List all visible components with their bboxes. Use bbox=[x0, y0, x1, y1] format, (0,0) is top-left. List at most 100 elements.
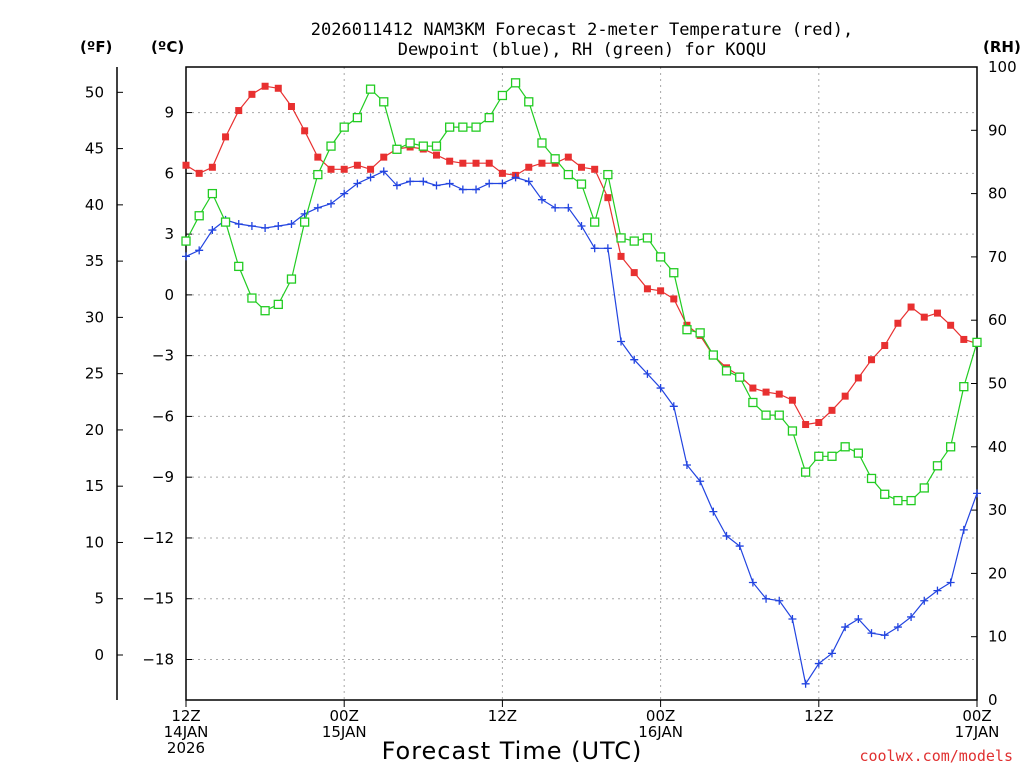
temperature-point bbox=[314, 153, 322, 161]
temperature-point bbox=[235, 107, 243, 115]
x-tick-label: 12Z bbox=[171, 707, 200, 725]
x-tick-label: 14JAN bbox=[164, 723, 209, 741]
relative-humidity-point bbox=[537, 138, 547, 148]
relative-humidity-point bbox=[471, 122, 481, 132]
relative-humidity-point bbox=[932, 461, 943, 471]
relative-humidity-point bbox=[352, 112, 363, 123]
temperature-point bbox=[472, 159, 480, 167]
temperature-point bbox=[327, 165, 335, 173]
relative-humidity-point bbox=[959, 382, 969, 392]
dewpoint-point bbox=[841, 623, 850, 632]
x-tick-label: 15JAN bbox=[322, 723, 367, 741]
relative-humidity-point bbox=[194, 211, 204, 221]
fahrenheit-tick-label: 0 bbox=[94, 646, 104, 664]
relative-humidity-point bbox=[721, 366, 732, 376]
dewpoint-point bbox=[748, 578, 757, 587]
dewpoint-point bbox=[814, 659, 823, 668]
chart-title-line2: Dewpoint (blue), RH (green) for KOQU bbox=[398, 40, 766, 60]
temperature-point bbox=[881, 342, 889, 350]
relative-humidity-point bbox=[906, 495, 916, 506]
relative-humidity-point bbox=[814, 451, 824, 461]
dewpoint-point bbox=[801, 679, 810, 688]
relative-humidity-point bbox=[379, 97, 389, 107]
dewpoint-point bbox=[669, 402, 678, 411]
dewpoint-point bbox=[353, 179, 362, 188]
dewpoint-point bbox=[287, 219, 296, 228]
relative-humidity-point bbox=[695, 328, 705, 338]
temperature-point bbox=[525, 163, 533, 171]
x-tick-label: 2026 bbox=[167, 739, 205, 757]
temperature-point bbox=[907, 303, 915, 311]
relative-humidity-point bbox=[774, 410, 784, 420]
celsius-tick-label: −9 bbox=[152, 468, 174, 486]
dewpoint-point bbox=[445, 179, 454, 188]
temperature-point bbox=[604, 194, 612, 202]
x-tick-label: 00Z bbox=[962, 707, 991, 725]
dewpoint-point bbox=[247, 222, 256, 231]
relative-humidity-point bbox=[207, 188, 218, 199]
temperature-point bbox=[788, 396, 796, 404]
temperature-point bbox=[195, 169, 203, 177]
relative-humidity-point bbox=[247, 293, 257, 303]
celsius-tick-label: 0 bbox=[164, 286, 174, 304]
fahrenheit-tick-label: 20 bbox=[85, 421, 104, 439]
rh-tick-label: 20 bbox=[988, 564, 1007, 582]
x-tick-label: 12Z bbox=[804, 707, 833, 725]
relative-humidity-point bbox=[919, 483, 929, 493]
temperature-point bbox=[630, 269, 638, 277]
temperature-point bbox=[459, 159, 467, 167]
relative-humidity-point bbox=[669, 268, 679, 278]
dewpoint-point bbox=[722, 531, 731, 540]
dewpoint-point bbox=[775, 596, 784, 605]
relative-humidity-point bbox=[392, 144, 402, 154]
dewpoint-point bbox=[920, 596, 929, 605]
relative-humidity-point bbox=[893, 495, 903, 506]
temperature-point bbox=[762, 388, 770, 396]
credit-label: coolwx.com/models bbox=[859, 747, 1013, 765]
relative-humidity-point bbox=[524, 97, 534, 107]
relative-humidity-point bbox=[260, 306, 270, 316]
relative-humidity-point bbox=[761, 410, 771, 420]
x-tick-label: 17JAN bbox=[955, 723, 1000, 741]
temperature-point bbox=[591, 165, 599, 173]
dewpoint-point bbox=[406, 177, 415, 186]
dewpoint-point bbox=[946, 578, 955, 587]
celsius-tick-label: −3 bbox=[152, 347, 174, 365]
relative-humidity-point bbox=[735, 372, 745, 382]
dewpoint-point bbox=[234, 219, 243, 228]
celsius-tick-label: 9 bbox=[164, 104, 174, 122]
dewpoint-point bbox=[511, 173, 520, 182]
dewpoint-point bbox=[880, 631, 889, 640]
relative-humidity-point bbox=[616, 233, 626, 243]
temperature-point bbox=[367, 165, 375, 173]
fahrenheit-tick-label: 50 bbox=[85, 83, 104, 101]
celsius-tick-label: 3 bbox=[164, 225, 174, 243]
relative-humidity-point bbox=[313, 169, 323, 180]
dewpoint-point bbox=[682, 461, 691, 470]
temperature-point bbox=[841, 392, 849, 400]
dewpoint-point bbox=[472, 185, 481, 194]
celsius-tick-label: 6 bbox=[164, 164, 174, 182]
temperature-point bbox=[933, 309, 941, 317]
dewpoint-point bbox=[313, 203, 322, 212]
temperature-point bbox=[182, 161, 190, 169]
relative-humidity-point bbox=[655, 252, 666, 262]
rh-tick-label: 10 bbox=[988, 628, 1007, 646]
x-tick-label: 12Z bbox=[488, 707, 517, 725]
x-axis-label: Forecast Time (UTC) bbox=[382, 737, 643, 765]
temperature-point bbox=[208, 163, 216, 171]
relative-humidity-point bbox=[787, 426, 798, 436]
dewpoint-point bbox=[498, 179, 507, 188]
temperature-point bbox=[353, 161, 361, 169]
dewpoint-point bbox=[564, 203, 573, 212]
rh-tick-label: 40 bbox=[988, 438, 1007, 456]
fahrenheit-tick-label: 10 bbox=[85, 533, 104, 551]
dewpoint-point bbox=[696, 477, 705, 486]
dewpoint-point bbox=[643, 369, 652, 378]
rh-unit-label: (RH) bbox=[983, 38, 1021, 56]
temperature-point bbox=[960, 335, 968, 343]
relative-humidity-point bbox=[484, 112, 494, 123]
temperature-point bbox=[815, 418, 823, 426]
